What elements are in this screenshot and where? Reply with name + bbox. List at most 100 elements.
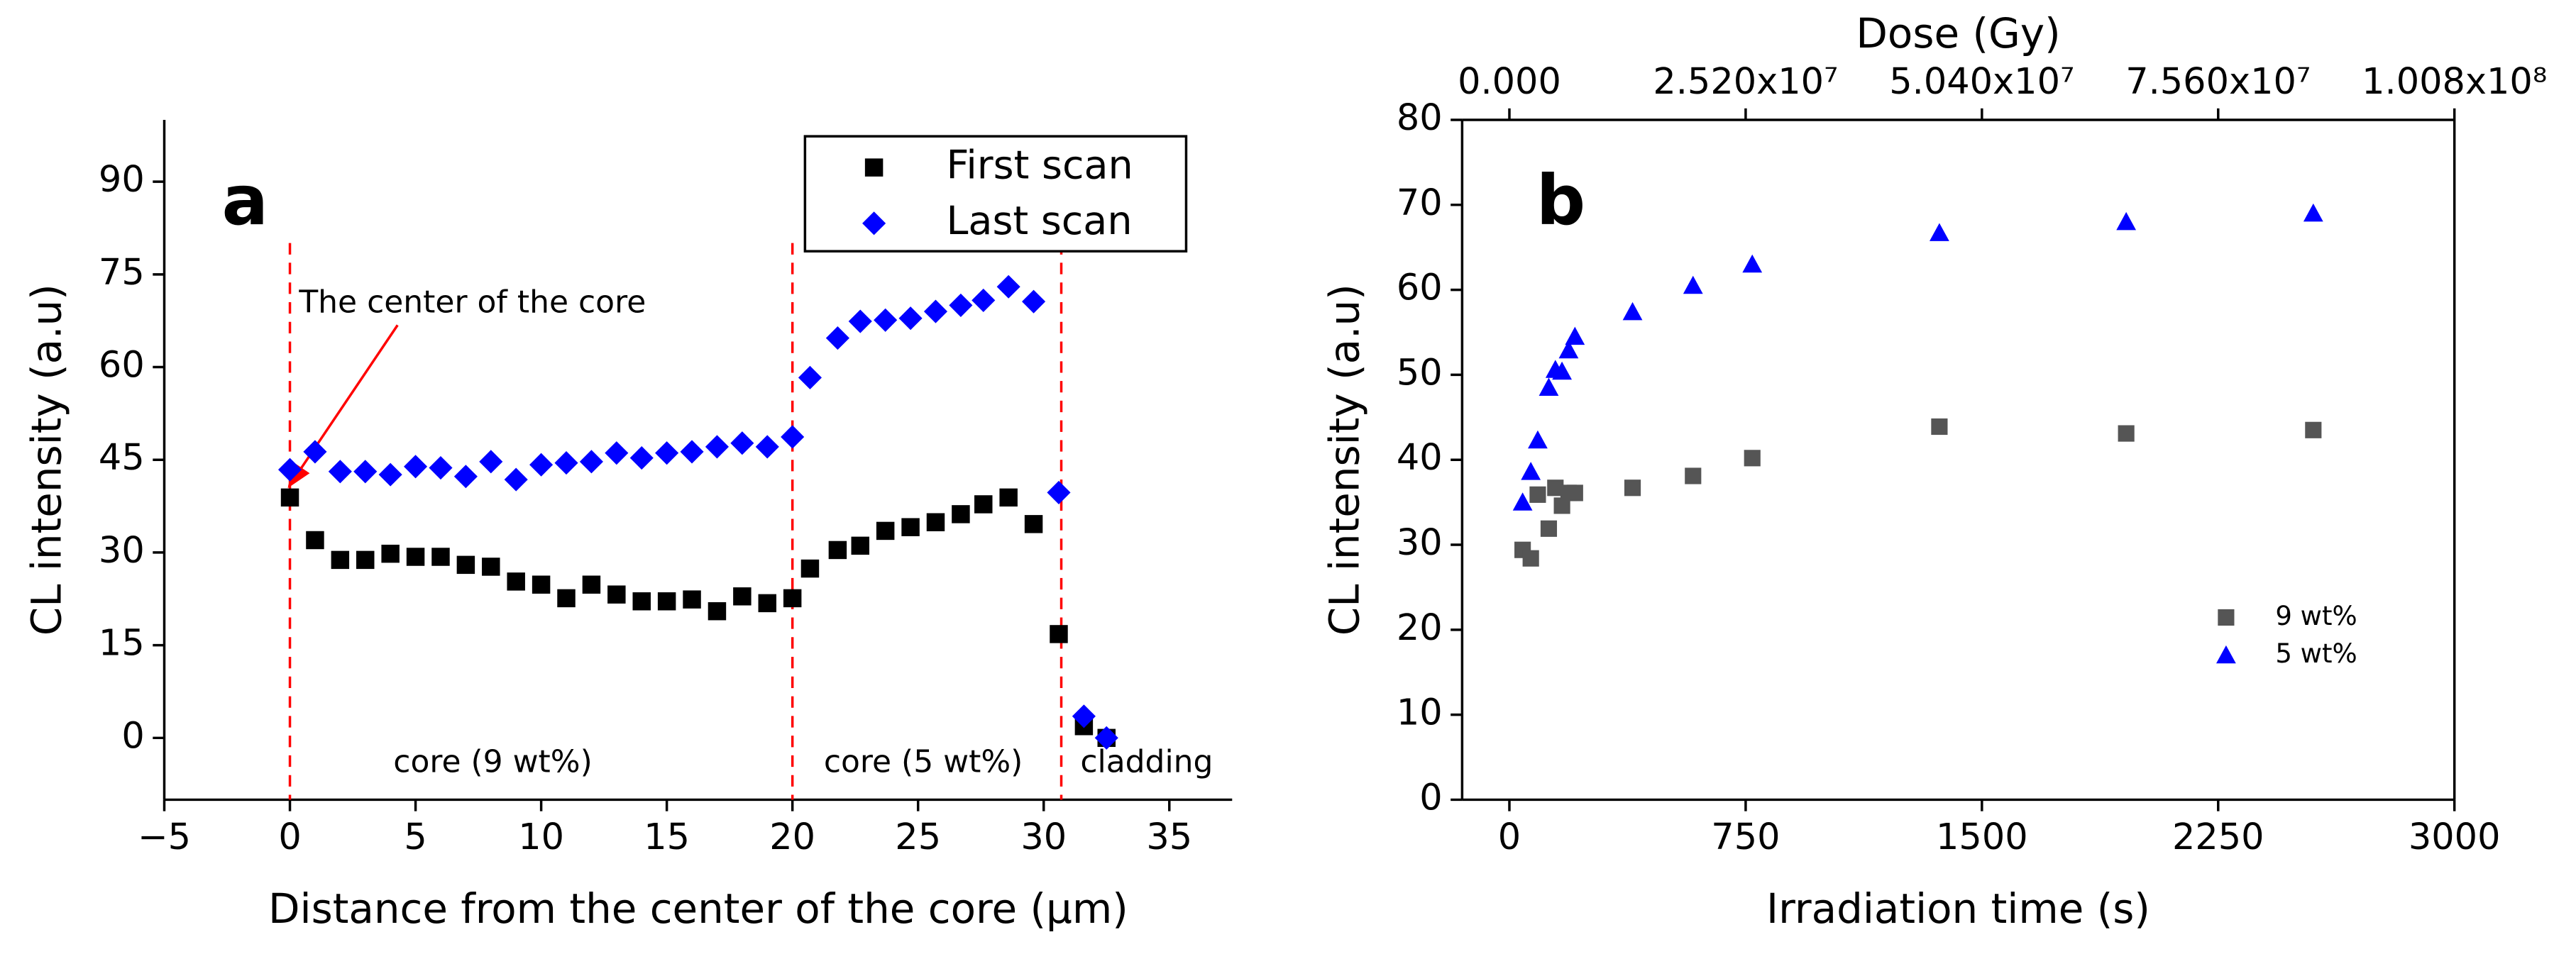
marker — [1050, 625, 1068, 643]
marker — [874, 308, 898, 332]
y-tick-label: 90 — [99, 159, 145, 201]
x-tick-label: 20 — [769, 816, 815, 858]
y-tick-label: 50 — [1397, 352, 1443, 394]
marker — [605, 441, 629, 465]
marker — [851, 536, 870, 555]
y-tick-label: 45 — [99, 437, 145, 479]
marker — [353, 460, 378, 484]
marker — [1539, 377, 1559, 396]
marker — [1512, 492, 1533, 511]
annotation-arrow — [287, 324, 399, 489]
marker — [1522, 550, 1539, 567]
marker — [901, 518, 920, 536]
marker — [1552, 361, 1573, 380]
y-axis-label: CL intensity (a.u) — [23, 284, 71, 636]
marker — [378, 462, 402, 487]
marker — [1072, 704, 1096, 728]
x-axis-label: Irradiation time (s) — [1766, 885, 2150, 933]
marker — [504, 467, 528, 492]
marker — [507, 572, 525, 591]
marker — [2303, 203, 2323, 222]
y-tick-label: 75 — [99, 252, 145, 294]
marker — [1547, 480, 1564, 497]
marker — [381, 544, 400, 563]
x2-tick-label: 2.520x10⁷ — [1653, 61, 1838, 103]
marker — [708, 602, 727, 621]
y-tick-label: 70 — [1397, 182, 1443, 224]
marker — [280, 488, 299, 507]
legend-box — [803, 135, 1188, 253]
y-axis-label: CL intensity (a.u) — [1320, 284, 1368, 636]
legend-label: Last scan — [946, 198, 1132, 244]
marker — [1624, 480, 1641, 497]
x-tick-label: 5 — [404, 816, 426, 858]
marker — [1521, 462, 1541, 480]
marker — [949, 293, 973, 317]
marker — [2305, 421, 2322, 438]
x2-tick-label: 5.040x10⁷ — [1889, 61, 2074, 103]
marker — [1565, 326, 1585, 345]
marker — [557, 589, 576, 608]
marker — [456, 555, 475, 575]
marker — [532, 575, 551, 594]
x-tick-label: 3000 — [2409, 816, 2501, 858]
marker — [680, 440, 704, 464]
marker — [2116, 211, 2137, 231]
legend-marker — [2216, 645, 2236, 664]
marker — [1742, 254, 1763, 273]
x2-tick-label: 7.560x10⁷ — [2125, 61, 2311, 103]
annotation: core (5 wt%) — [824, 744, 1023, 780]
marker — [798, 365, 822, 389]
marker — [1683, 275, 1703, 294]
marker — [356, 550, 375, 570]
marker — [657, 592, 676, 611]
marker — [1744, 450, 1761, 467]
marker — [781, 425, 805, 449]
y-tick-label: 20 — [1397, 607, 1443, 649]
y-tick-label: 40 — [1397, 437, 1443, 479]
x-tick-label: 25 — [895, 816, 941, 858]
marker — [926, 513, 945, 531]
marker — [923, 299, 948, 323]
marker — [1685, 467, 1702, 484]
marker — [328, 460, 352, 484]
legend-marker — [2218, 609, 2235, 626]
y-tick-label: 60 — [1397, 267, 1443, 309]
marker — [974, 495, 993, 514]
marker — [2118, 425, 2135, 442]
marker — [277, 458, 302, 482]
marker — [629, 446, 654, 470]
x-tick-label: 35 — [1146, 816, 1192, 858]
marker — [1024, 515, 1043, 533]
marker — [730, 431, 754, 455]
marker — [825, 326, 849, 350]
y-tick-label: 15 — [99, 623, 145, 665]
panel-label: a — [222, 160, 269, 240]
marker — [755, 435, 779, 459]
marker — [303, 440, 327, 464]
marker — [1930, 223, 1949, 241]
marker — [876, 521, 895, 541]
marker — [529, 453, 554, 477]
x-tick-label: −5 — [138, 816, 191, 858]
marker — [783, 589, 802, 608]
marker — [655, 441, 679, 465]
x-tick-label: 30 — [1020, 816, 1067, 858]
x-tick-label: 750 — [1711, 816, 1780, 858]
marker — [607, 585, 626, 604]
marker — [1529, 486, 1546, 503]
marker — [579, 450, 603, 474]
marker — [999, 488, 1018, 507]
x-tick-label: 10 — [518, 816, 564, 858]
legend-marker — [864, 158, 884, 177]
y-tick-label: 30 — [99, 530, 145, 572]
marker — [898, 306, 923, 331]
marker — [1528, 430, 1548, 449]
y-tick-label: 60 — [99, 345, 145, 387]
x2-axis-label: Dose (Gy) — [1856, 9, 2060, 57]
annotation: cladding — [1080, 744, 1213, 780]
y-tick-label: 0 — [1419, 777, 1442, 819]
marker — [404, 455, 428, 479]
